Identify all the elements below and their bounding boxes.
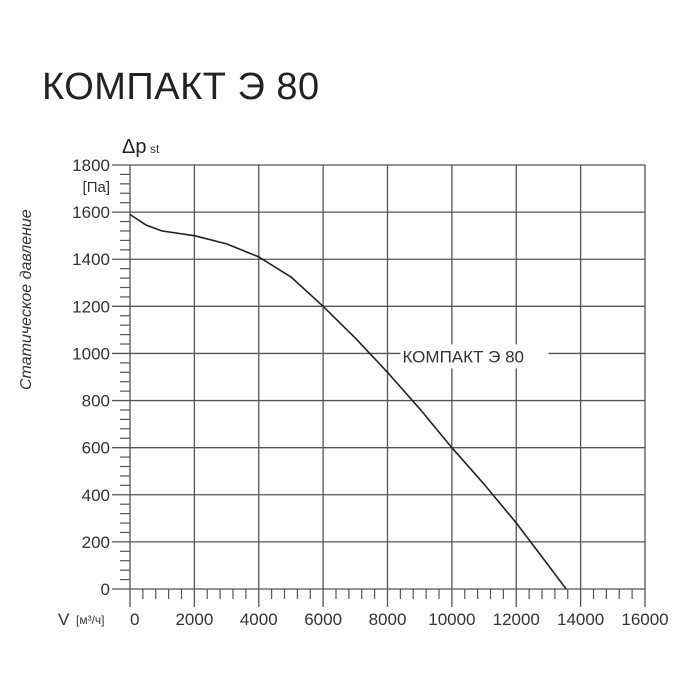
curve-label: КОМПАКТ Э 80: [402, 347, 524, 366]
y-axis-symbol: Δp: [122, 136, 146, 158]
y-tick-label: 400: [82, 486, 110, 505]
y-tick-label: 200: [82, 533, 110, 552]
y-tick-label: 0: [101, 580, 110, 599]
y-tick-label: 1000: [72, 344, 110, 363]
y-tick-label: 800: [82, 392, 110, 411]
x-tick-label: 16000: [621, 610, 668, 629]
x-tick-label: 6000: [304, 610, 342, 629]
y-tick-label: 1600: [72, 203, 110, 222]
x-axis-symbol: V: [58, 610, 70, 629]
curve-label-background: [400, 344, 549, 369]
y-tick-label: 1400: [72, 250, 110, 269]
x-tick-label: 12000: [493, 610, 540, 629]
x-tick-label: 10000: [428, 610, 475, 629]
x-tick-label: 0: [130, 610, 139, 629]
x-tick-label: 2000: [175, 610, 213, 629]
x-tick-label: 8000: [369, 610, 407, 629]
y-tick-label: 1200: [72, 297, 110, 316]
x-tick-label: 4000: [240, 610, 278, 629]
x-tick-label: 14000: [557, 610, 604, 629]
performance-curve: [129, 213, 567, 590]
y-tick-label: 1800: [72, 156, 110, 175]
x-unit-label: [м³/ч]: [76, 613, 105, 627]
y-unit-label: [Па]: [83, 179, 110, 196]
y-tick-label: 600: [82, 439, 110, 458]
y-axis-symbol-subscript: st: [150, 142, 160, 156]
chart-title: КОМПАКТ Э 80: [42, 66, 320, 108]
